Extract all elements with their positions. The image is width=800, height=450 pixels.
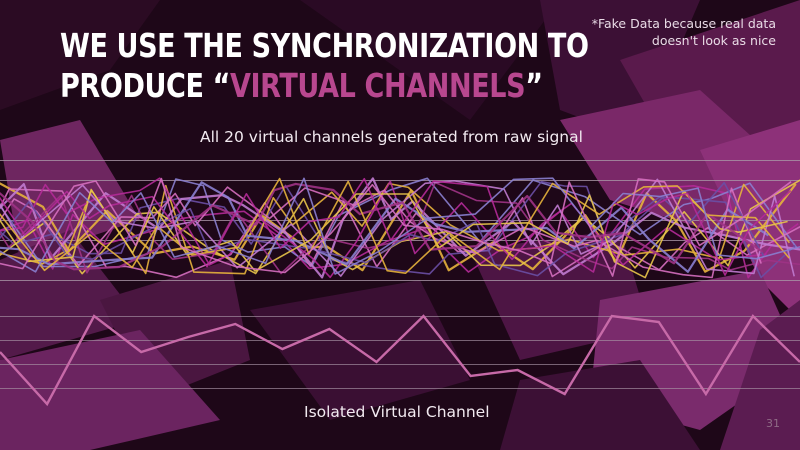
- channel-line-19: [0, 177, 800, 275]
- title-line-2-prefix: PRODUCE “: [60, 66, 230, 106]
- channel-line-20: [0, 177, 792, 277]
- slide-title: WE USE THE SYNCHRONIZATION TO PRODUCE “V…: [60, 26, 589, 107]
- channel-line-11: [0, 181, 769, 273]
- note-line-1: *Fake Data because real data: [591, 16, 776, 31]
- all-channels-title: All 20 virtual channels generated from r…: [200, 128, 583, 146]
- isolated-channel-caption: Isolated Virtual Channel: [304, 403, 490, 421]
- channel-line-13: [0, 181, 765, 277]
- title-highlight: VIRTUAL CHANNELS: [229, 66, 526, 106]
- channel-line-12: [0, 186, 762, 279]
- note-line-2: doesn't look as nice: [651, 32, 776, 48]
- channel-line-15: [0, 188, 788, 279]
- fake-data-note: *Fake Data because real data doesn't loo…: [592, 16, 776, 50]
- channel-line-17: [0, 177, 790, 274]
- page-number: 31: [766, 417, 780, 430]
- title-line-2-suffix: ”: [525, 66, 543, 106]
- title-line-1: WE USE THE SYNCHRONIZATION TO: [60, 26, 589, 65]
- all-channels-chart: [0, 160, 800, 281]
- channel-line-16: [0, 182, 764, 271]
- isolated-channel-chart: [0, 314, 800, 407]
- channel-line-18: [0, 177, 792, 276]
- isolated-channel-line: [0, 314, 800, 407]
